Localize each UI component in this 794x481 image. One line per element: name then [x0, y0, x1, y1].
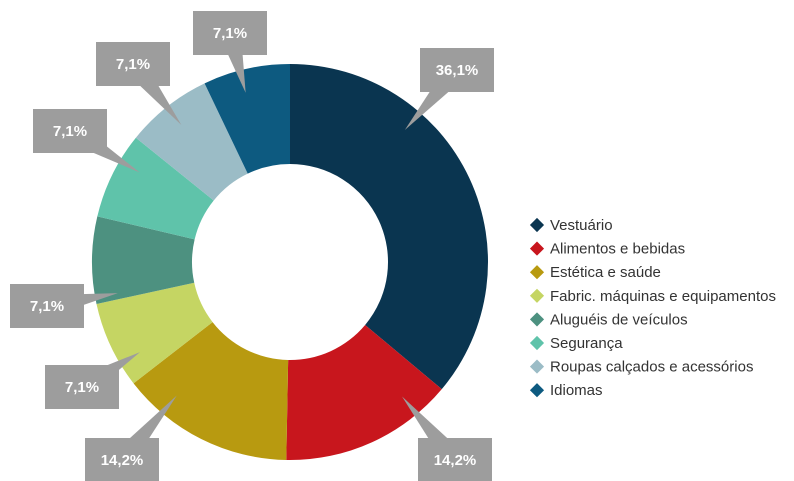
data-label: 7,1%	[213, 25, 247, 42]
donut-slice	[290, 64, 489, 390]
legend-marker	[529, 265, 545, 280]
callout-box	[96, 42, 170, 86]
callout-box	[10, 284, 84, 328]
legend-label: Fabric. máquinas e equipamentos	[550, 288, 776, 305]
donut-slice	[204, 64, 290, 174]
legend-marker	[529, 217, 545, 233]
legend-label: Segurança	[550, 335, 623, 352]
legend-label: Vestuário	[550, 217, 613, 234]
legend-marker	[529, 241, 545, 256]
callout-box	[85, 438, 159, 481]
legend-marker	[529, 288, 545, 303]
donut-slice	[286, 324, 442, 460]
legend-marker	[529, 335, 545, 351]
donut-slice	[133, 322, 289, 460]
legend-marker	[529, 383, 545, 398]
legend-marker	[529, 359, 545, 374]
callout-box	[45, 365, 119, 409]
legend-label: Idiomas	[550, 382, 603, 399]
data-label: 7,1%	[53, 123, 87, 140]
callout-box	[193, 11, 267, 55]
callout-box	[418, 438, 492, 481]
legend-label: Alimentos e bebidas	[550, 241, 685, 258]
data-label: 7,1%	[30, 298, 64, 315]
legend-label: Roupas calçados e acessórios	[550, 359, 753, 376]
data-label: 36,1%	[436, 62, 479, 79]
data-label: 14,2%	[434, 452, 477, 469]
legend-marker	[529, 312, 545, 327]
callout-box	[33, 109, 107, 153]
donut-slice	[92, 216, 195, 304]
callout-box	[420, 48, 494, 92]
data-label: 7,1%	[65, 379, 99, 396]
legend-label: Aluguéis de veículos	[550, 311, 688, 328]
data-label: 7,1%	[116, 56, 150, 73]
legend-label: Estética e saúde	[550, 264, 661, 281]
donut-slice	[135, 83, 248, 201]
data-label: 14,2%	[101, 452, 144, 469]
